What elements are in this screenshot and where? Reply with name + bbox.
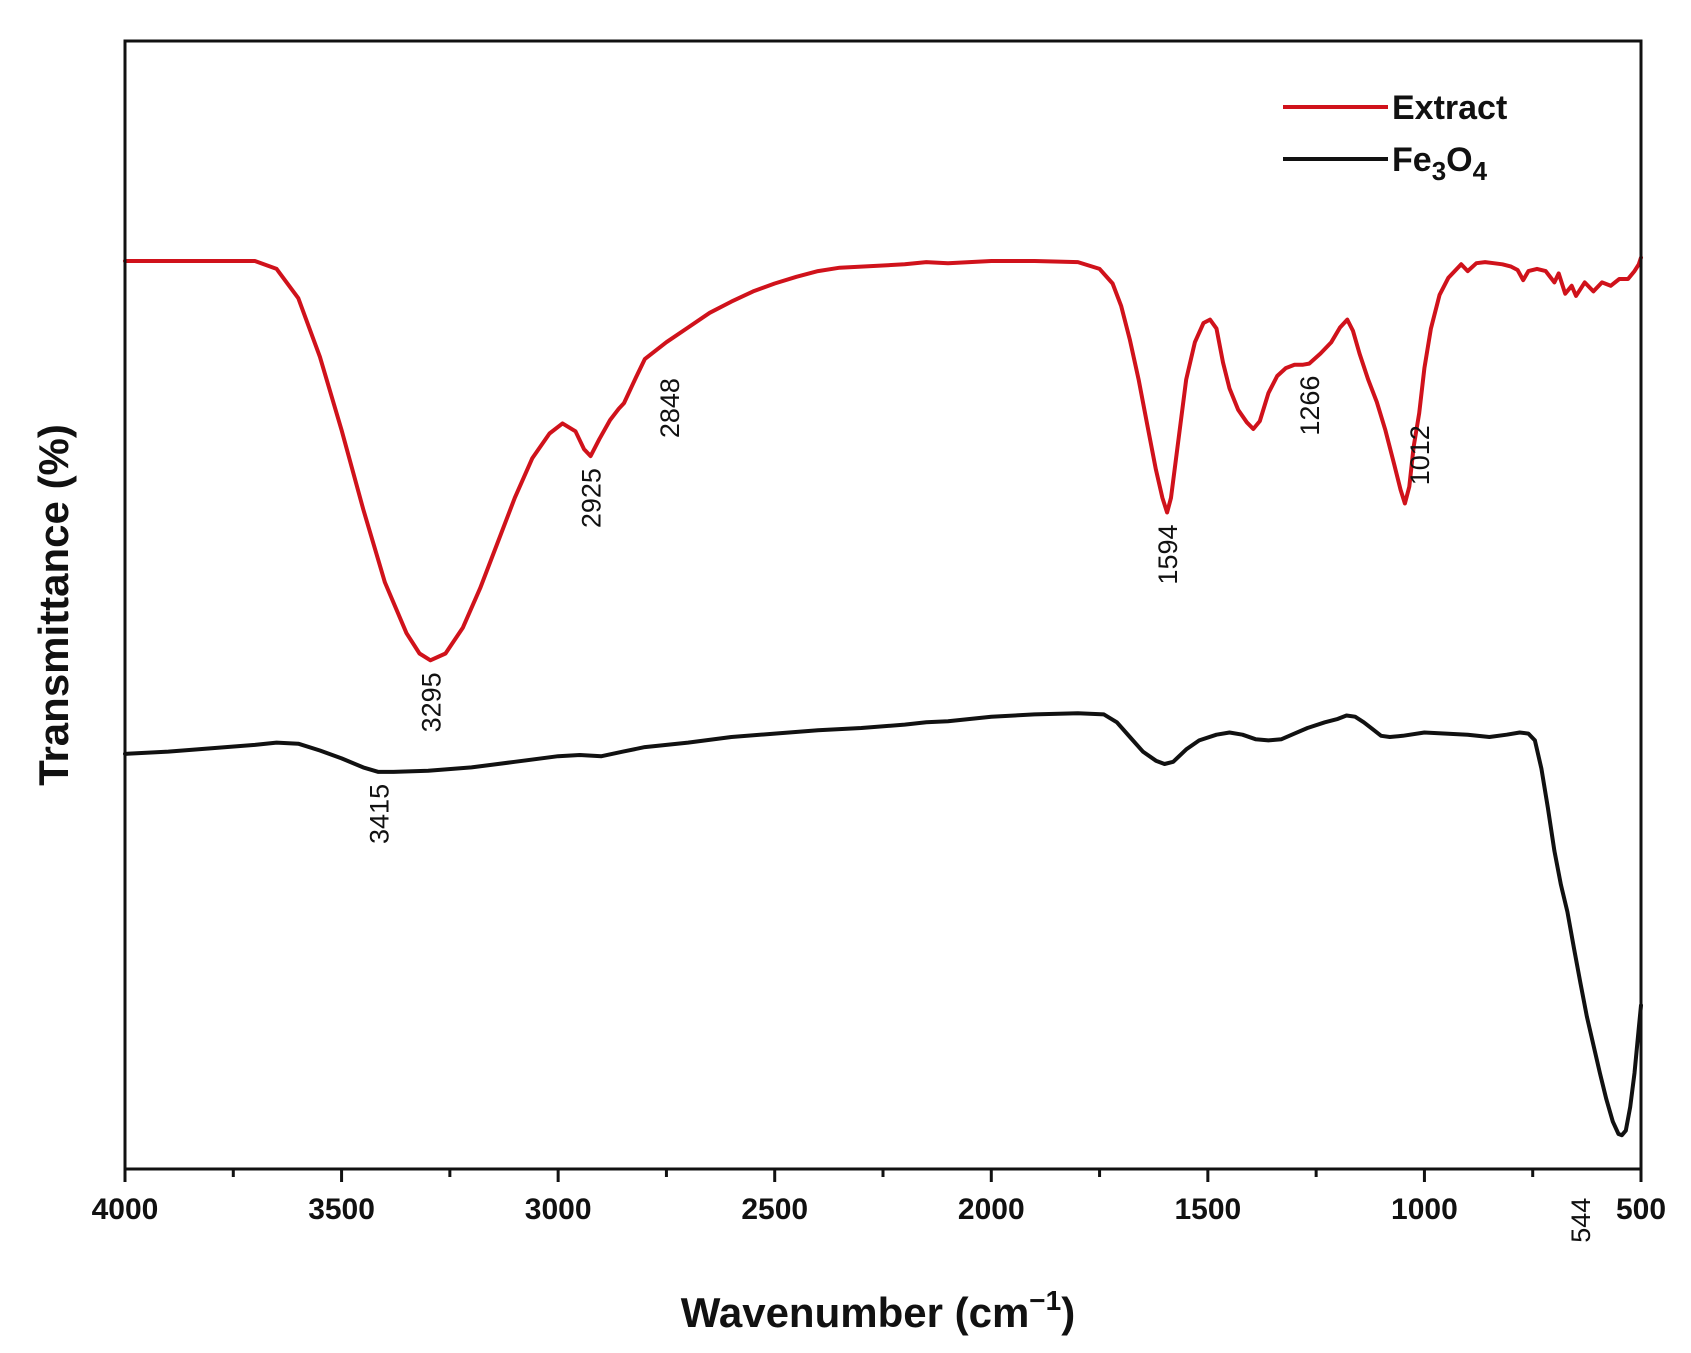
legend-label-fe3o4: Fe3O4 (1392, 141, 1488, 186)
legend-label-fe3o4-sub3: 3 (1432, 156, 1446, 186)
legend-label-fe3o4-o: O (1446, 141, 1472, 179)
series-line-fe3o4 (123, 711, 1643, 1138)
x-axis-title-close: ) (1061, 1289, 1075, 1336)
peak-label-544: 544 (1566, 1198, 1596, 1243)
legend-label-fe3o4-fe: Fe (1392, 141, 1432, 179)
peak-label-2848: 2848 (655, 378, 685, 438)
legend-label-extract: Extract (1392, 89, 1507, 127)
x-axis-title: Wavenumber (cm−1) (681, 1285, 1075, 1336)
x-axis-ticks: 4000 3500 3000 2500 2000 1500 1000 500 (92, 1169, 1666, 1226)
x-axis-title-main: Wavenumber (cm (681, 1289, 1030, 1336)
x-tick-label: 4000 (92, 1193, 159, 1226)
peak-label-3295: 3295 (416, 672, 446, 732)
x-tick-label: 1000 (1391, 1193, 1458, 1226)
x-tick-label: 3500 (308, 1193, 375, 1226)
x-tick-label: 2500 (741, 1193, 808, 1226)
peak-label-3415: 3415 (364, 784, 394, 844)
peak-label-2925: 2925 (577, 468, 607, 528)
series-line-extract (123, 255, 1643, 663)
x-tick-label: 3000 (525, 1193, 592, 1226)
peak-label-1594: 1594 (1153, 525, 1183, 585)
peak-label-1012: 1012 (1405, 425, 1435, 485)
x-axis-title-superscript: −1 (1029, 1285, 1061, 1316)
peak-label-1266: 1266 (1295, 376, 1325, 436)
x-tick-label: 1500 (1174, 1193, 1241, 1226)
legend-label-fe3o4-sub4: 4 (1473, 156, 1488, 186)
x-tick-label: 500 (1616, 1193, 1666, 1226)
plot-lines (123, 255, 1643, 1138)
legend: Extract Fe3O4 (1283, 89, 1507, 186)
x-tick-label: 2000 (958, 1193, 1025, 1226)
y-axis-title: Transmittance (%) (30, 424, 77, 786)
peak-labels: 3295 2925 2848 1594 1266 1012 3415 544 (364, 376, 1596, 1243)
